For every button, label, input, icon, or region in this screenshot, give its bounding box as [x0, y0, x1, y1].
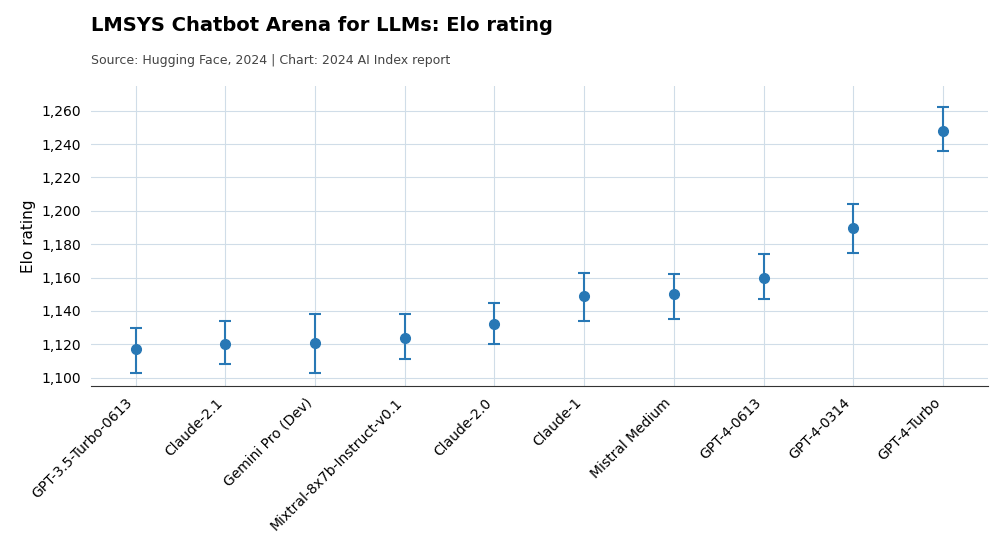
Text: LMSYS Chatbot Arena for LLMs: Elo rating: LMSYS Chatbot Arena for LLMs: Elo rating: [91, 16, 552, 35]
Y-axis label: Elo rating: Elo rating: [21, 199, 35, 273]
Text: Source: Hugging Face, 2024 | Chart: 2024 AI Index report: Source: Hugging Face, 2024 | Chart: 2024…: [91, 54, 450, 66]
